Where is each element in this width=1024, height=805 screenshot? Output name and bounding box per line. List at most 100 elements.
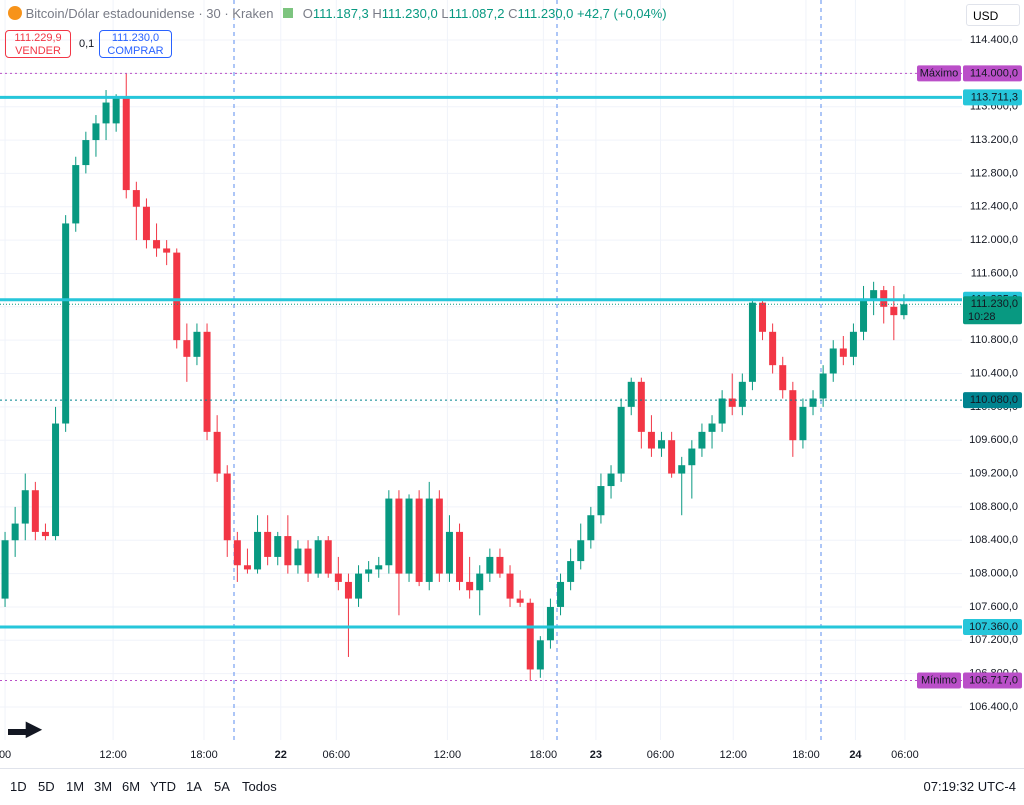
range-button[interactable]: 1D xyxy=(10,779,27,794)
btc-icon xyxy=(8,6,22,20)
price-tag-label: 106.717,0 xyxy=(969,674,1018,686)
price-tag-name: Mínimo xyxy=(921,674,957,686)
candle-body xyxy=(31,490,39,532)
candle-body xyxy=(567,561,575,582)
y-tick-label: 113.200,0 xyxy=(970,134,1018,146)
candle-body xyxy=(41,531,49,537)
symbol: Bitcoin/Dólar estadounidense · 30 · Krak… xyxy=(25,6,274,21)
ohlc-value: 111.230,0 xyxy=(517,6,574,21)
candle-body xyxy=(11,523,19,541)
range-button[interactable]: 3M xyxy=(94,779,113,794)
y-tick-label: 112.800,0 xyxy=(970,167,1018,179)
candle-body xyxy=(789,390,797,441)
candle-body xyxy=(344,581,352,599)
price-tag xyxy=(963,392,1022,409)
ohlc-key: C xyxy=(508,6,518,21)
candle-body xyxy=(546,606,554,641)
y-tick-label: 112.400,0 xyxy=(970,201,1018,213)
price-tag xyxy=(963,65,1022,82)
candle-body xyxy=(395,498,403,574)
price-tag-label: 114.000,0 xyxy=(970,67,1018,79)
x-tick-label: 06:00 xyxy=(323,749,351,761)
candle-body xyxy=(779,365,787,391)
price-tag xyxy=(963,618,1022,635)
y-tick-label: 108.400,0 xyxy=(969,534,1018,546)
candle-body xyxy=(375,565,383,570)
candle-body xyxy=(738,381,746,407)
x-tick-label: 18:00 xyxy=(190,749,218,761)
candle-body xyxy=(254,531,262,570)
x-tick-label: 06:00 xyxy=(647,749,675,761)
candle-body xyxy=(708,423,716,432)
y-tick-label: 109.600,0 xyxy=(969,434,1018,446)
candle-body xyxy=(486,556,494,574)
buy-button[interactable]: 111.230,0 COMPRAR xyxy=(99,30,172,58)
x-tick-label: 12:00 xyxy=(99,749,127,761)
candle-body xyxy=(223,473,231,541)
candle-body xyxy=(860,298,868,332)
candle-body xyxy=(829,348,837,374)
y-tick-label: 110.800,0 xyxy=(970,334,1018,346)
candle-body xyxy=(355,573,363,599)
range-button[interactable]: Todos xyxy=(242,779,277,794)
price-tag xyxy=(963,672,1022,689)
sell-button[interactable]: 111.229,9 VENDER xyxy=(5,30,71,58)
range-button[interactable]: 5A xyxy=(214,779,230,794)
toolbar: 1D 5D 1M 3M 6M YTD 1A 5A Todos 07:19:32 UTC-4 xyxy=(0,768,1024,805)
candle-body xyxy=(728,398,736,407)
range-button[interactable]: YTD xyxy=(150,779,176,794)
candle-body xyxy=(496,556,504,574)
y-tick-label: 107.200,0 xyxy=(969,634,1018,646)
y-tick-label: 111.600,0 xyxy=(971,267,1018,279)
chart: 114.400,0114.000,0113.600,0113.200,0112.… xyxy=(0,0,1022,761)
range-button[interactable]: 6M xyxy=(122,779,141,794)
price-tag-name-box xyxy=(917,65,961,82)
price-tag-name: Máximo xyxy=(920,67,959,79)
candle-body xyxy=(314,540,322,574)
candle-body xyxy=(587,515,595,541)
candle-body xyxy=(799,406,807,441)
ohlc-value: 111.087,2 xyxy=(448,6,505,21)
y-tick-label: 107.600,0 xyxy=(969,601,1018,613)
candle-body xyxy=(102,102,110,124)
range-button[interactable]: 1A xyxy=(186,779,202,794)
y-tick-label: 108.000,0 xyxy=(969,567,1018,579)
x-tick-label: 22 xyxy=(275,749,287,761)
candle-body xyxy=(849,331,857,357)
change: +42,7 (+0,04%) xyxy=(577,6,667,21)
candle-body xyxy=(526,602,534,670)
candle-body xyxy=(193,331,201,357)
candle-body xyxy=(132,190,140,207)
y-tick-label: 106.400,0 xyxy=(969,701,1018,713)
candle-body xyxy=(678,465,686,474)
price-tag-label: 107.360,0 xyxy=(969,621,1018,633)
range-button[interactable]: 5D xyxy=(38,779,55,794)
last-price-label: 111.230,0 xyxy=(971,298,1018,310)
range-button[interactable]: 1M xyxy=(66,779,85,794)
candle-body xyxy=(597,486,605,516)
candle-body xyxy=(870,290,878,299)
x-tick-label: 00 xyxy=(0,749,11,761)
candle-body xyxy=(627,381,635,407)
ohlc-key: L xyxy=(441,6,449,21)
currency-select[interactable]: USD xyxy=(966,4,1020,26)
x-tick-label: 18:00 xyxy=(530,749,558,761)
candle-body xyxy=(536,640,544,670)
candle-body xyxy=(153,240,161,249)
candle-body xyxy=(637,381,645,432)
candle-body xyxy=(304,548,312,574)
candle-body xyxy=(405,498,413,574)
quantity[interactable]: 0,1 xyxy=(79,38,95,50)
candle-body xyxy=(900,304,908,316)
ohlc-key: H xyxy=(372,6,382,21)
price-tag-name-box xyxy=(917,672,961,689)
y-tick-label: 109.200,0 xyxy=(969,467,1018,479)
candle-body xyxy=(506,573,514,599)
candle-body xyxy=(243,565,251,570)
sell-price: 111.229,9 xyxy=(14,32,62,44)
candle-body xyxy=(688,448,696,466)
candle-body xyxy=(425,498,433,582)
ohlc-value: 111.230,0 xyxy=(381,6,438,21)
candle-body xyxy=(62,223,70,424)
